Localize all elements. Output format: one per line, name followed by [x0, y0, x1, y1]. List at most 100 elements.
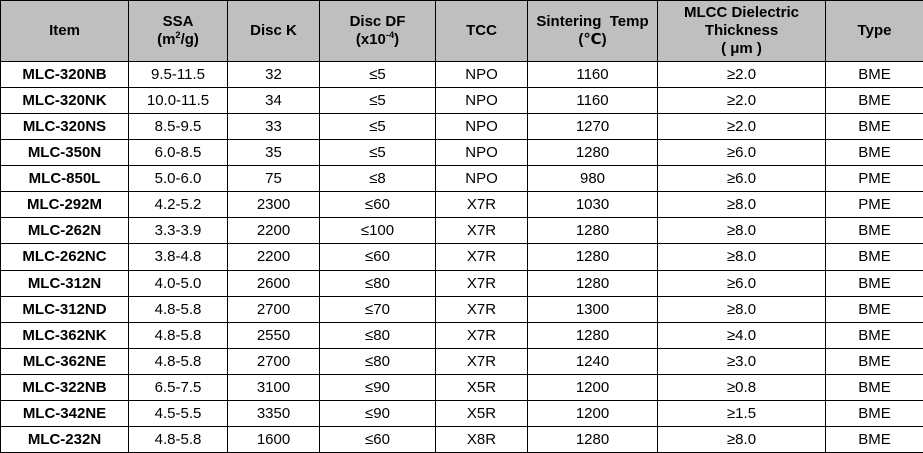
cell-ssa: 3.8-4.8	[128, 243, 228, 271]
table-row: MLC-262N 3.3-3.9 2200 ≤100 X7R 1280 ≥8.0 BME	[0, 217, 923, 245]
cell-type: BME	[825, 113, 923, 141]
cell-disc-df: ≤5	[319, 60, 436, 89]
column-header-ssa: SSA (m2/g)	[128, 0, 228, 62]
cell-type: BME	[825, 60, 923, 89]
cell-disc-df: ≤80	[319, 269, 436, 297]
header-line: MLCC Dielectric	[683, 4, 800, 21]
table-row: MLC-292M 4.2-5.2 2300 ≤60 X7R 1030 ≥8.0 PME	[0, 191, 923, 219]
cell-disc-k: 35	[227, 139, 320, 167]
cell-ssa: 5.0-6.0	[128, 165, 228, 193]
column-header-dielectric-thickness: MLCC Dielectric Thickness( μm )	[657, 0, 826, 62]
table-row: MLC-362NE 4.8-5.8 2700 ≤80 X7R 1240 ≥3.0 BME	[0, 347, 923, 375]
cell-disc-k: 34	[227, 87, 320, 115]
header-line: (m2/g)	[157, 30, 199, 48]
cell-type: BME	[825, 347, 923, 375]
table-row: MLC-262NC 3.8-4.8 2200 ≤60 X7R 1280 ≥8.0 BME	[0, 243, 923, 271]
header-line: Sintering Temp	[536, 13, 649, 30]
cell-type: BME	[825, 321, 923, 349]
cell-ssa: 9.5-11.5	[128, 60, 228, 89]
cell-type: BME	[825, 295, 923, 323]
table-row: MLC-350N 6.0-8.5 35 ≤5 NPO 1280 ≥6.0 BME	[0, 139, 923, 167]
cell-type: BME	[825, 87, 923, 115]
table-row: MLC-232N 4.8-5.8 1600 ≤60 X8R 1280 ≥8.0 BME	[0, 425, 923, 453]
column-header-item: Item	[0, 0, 129, 62]
cell-disc-k: 3100	[227, 373, 320, 401]
cell-sintering-temp: 980	[527, 165, 658, 193]
cell-disc-k: 32	[227, 60, 320, 89]
cell-type: BME	[825, 217, 923, 245]
column-header-disc-k: Disc K	[227, 0, 320, 62]
cell-item: MLC-342NE	[0, 399, 129, 427]
cell-disc-k: 2300	[227, 191, 320, 219]
cell-tcc: X7R	[435, 243, 528, 271]
cell-item: MLC-350N	[0, 139, 129, 167]
cell-sintering-temp: 1240	[527, 347, 658, 375]
header-line: Thickness	[704, 22, 779, 39]
cell-disc-k: 2550	[227, 321, 320, 349]
cell-dielectric-thickness: ≥4.0	[657, 321, 826, 349]
cell-tcc: X7R	[435, 295, 528, 323]
cell-item: MLC-262NC	[0, 243, 129, 271]
cell-disc-df: ≤90	[319, 399, 436, 427]
cell-tcc: X7R	[435, 269, 528, 297]
cell-sintering-temp: 1200	[527, 373, 658, 401]
header-line: SSA	[162, 13, 194, 30]
cell-ssa: 8.5-9.5	[128, 113, 228, 141]
cell-disc-df: ≤5	[319, 113, 436, 141]
cell-item: MLC-850L	[0, 165, 129, 193]
cell-ssa: 4.0-5.0	[128, 269, 228, 297]
cell-ssa: 4.8-5.8	[128, 321, 228, 349]
cell-type: BME	[825, 399, 923, 427]
cell-ssa: 4.8-5.8	[128, 347, 228, 375]
cell-disc-k: 3350	[227, 399, 320, 427]
cell-tcc: X8R	[435, 425, 528, 453]
cell-sintering-temp: 1030	[527, 191, 658, 219]
cell-disc-k: 33	[227, 113, 320, 141]
cell-type: PME	[825, 165, 923, 193]
cell-disc-df: ≤80	[319, 347, 436, 375]
cell-ssa: 6.0-8.5	[128, 139, 228, 167]
cell-tcc: X5R	[435, 399, 528, 427]
cell-disc-df: ≤60	[319, 191, 436, 219]
header-line: Type	[857, 22, 892, 39]
header-line: Disc K	[250, 22, 297, 39]
cell-dielectric-thickness: ≥1.5	[657, 399, 826, 427]
table-row: MLC-312N 4.0-5.0 2600 ≤80 X7R 1280 ≥6.0 BME	[0, 269, 923, 297]
header-line: TCC	[466, 22, 497, 39]
cell-disc-k: 2200	[227, 217, 320, 245]
cell-disc-k: 2700	[227, 295, 320, 323]
cell-sintering-temp: 1280	[527, 425, 658, 453]
table-row: MLC-312ND 4.8-5.8 2700 ≤70 X7R 1300 ≥8.0 BME	[0, 295, 923, 323]
cell-disc-df: ≤100	[319, 217, 436, 245]
cell-disc-k: 2600	[227, 269, 320, 297]
cell-tcc: NPO	[435, 165, 528, 193]
cell-tcc: NPO	[435, 139, 528, 167]
cell-dielectric-thickness: ≥0.8	[657, 373, 826, 401]
column-header-disc-df: Disc DF (x10-4)	[319, 0, 436, 62]
cell-tcc: X7R	[435, 321, 528, 349]
cell-ssa: 4.5-5.5	[128, 399, 228, 427]
header-row: Item SSA (m2/g) Disc K Disc DF (x10-4) TCC Sint…	[0, 0, 923, 62]
cell-disc-df: ≤5	[319, 87, 436, 115]
cell-sintering-temp: 1280	[527, 139, 658, 167]
cell-item: MLC-232N	[0, 425, 129, 453]
table-body: MLC-320NB 9.5-11.5 32 ≤5 NPO 1160 ≥2.0 BME MLC-3…	[0, 60, 923, 453]
cell-item: MLC-362NE	[0, 347, 129, 375]
cell-dielectric-thickness: ≥8.0	[657, 217, 826, 245]
header-line: Item	[49, 22, 80, 39]
cell-disc-k: 75	[227, 165, 320, 193]
cell-disc-k: 1600	[227, 425, 320, 453]
table-row: MLC-320NB 9.5-11.5 32 ≤5 NPO 1160 ≥2.0 BME	[0, 60, 923, 89]
column-header-tcc: TCC	[435, 0, 528, 62]
table-row: MLC-362NK 4.8-5.8 2550 ≤80 X7R 1280 ≥4.0 BME	[0, 321, 923, 349]
cell-item: MLC-362NK	[0, 321, 129, 349]
cell-sintering-temp: 1280	[527, 217, 658, 245]
cell-item: MLC-320NK	[0, 87, 129, 115]
cell-tcc: X7R	[435, 217, 528, 245]
cell-sintering-temp: 1200	[527, 399, 658, 427]
header-line: Disc DF	[349, 13, 406, 30]
cell-item: MLC-322NB	[0, 373, 129, 401]
cell-type: BME	[825, 269, 923, 297]
cell-disc-df: ≤5	[319, 139, 436, 167]
